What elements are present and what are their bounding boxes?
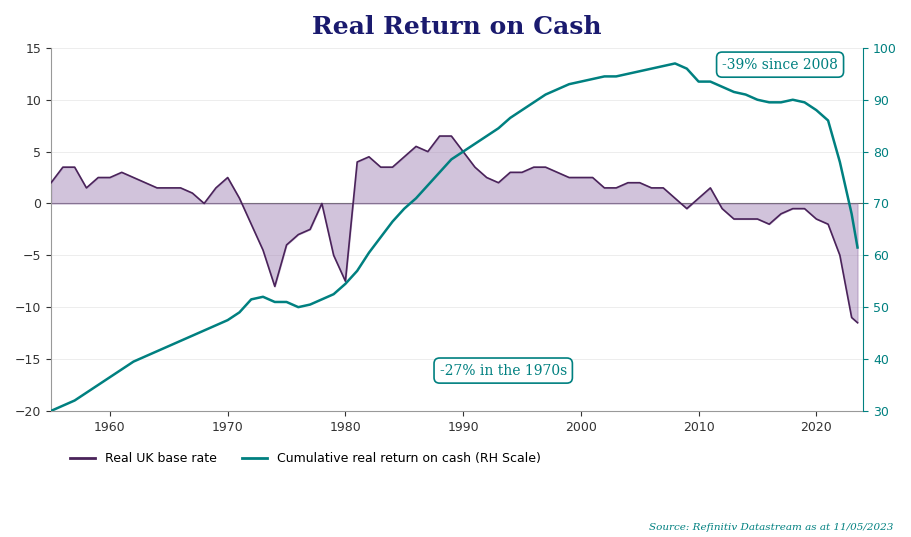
Cumulative real return on cash (RH Scale) [669,60,680,67]
Real UK base rate [752,216,763,222]
Legend: Real UK base rate, Cumulative real return on cash (RH Scale): Real UK base rate, Cumulative real retur… [66,447,546,470]
Real UK base rate [234,195,245,201]
Real UK base rate [292,231,303,238]
Cumulative real return on cash (RH Scale) [851,244,862,251]
Real UK base rate [851,320,862,326]
Line: Cumulative real return on cash (RH Scale): Cumulative real return on cash (RH Scale… [51,63,856,411]
Real UK base rate [46,179,56,186]
Cumulative real return on cash (RH Scale) [234,309,245,316]
Text: Source: Refinitiv Datastream as at 11/05/2023: Source: Refinitiv Datastream as at 11/05… [649,523,893,532]
Line: Real UK base rate: Real UK base rate [51,136,856,323]
Cumulative real return on cash (RH Scale) [151,348,162,354]
Cumulative real return on cash (RH Scale) [740,91,751,98]
Real UK base rate [740,216,751,222]
Real UK base rate [504,169,515,176]
Cumulative real return on cash (RH Scale) [752,97,763,103]
Text: -27% in the 1970s: -27% in the 1970s [439,364,567,378]
Real UK base rate [434,133,445,139]
Cumulative real return on cash (RH Scale) [292,304,303,310]
Text: -39% since 2008: -39% since 2008 [722,57,837,71]
Cumulative real return on cash (RH Scale) [46,408,56,414]
Real UK base rate [151,185,162,191]
Cumulative real return on cash (RH Scale) [493,125,504,132]
Title: Real Return on Cash: Real Return on Cash [312,15,601,39]
